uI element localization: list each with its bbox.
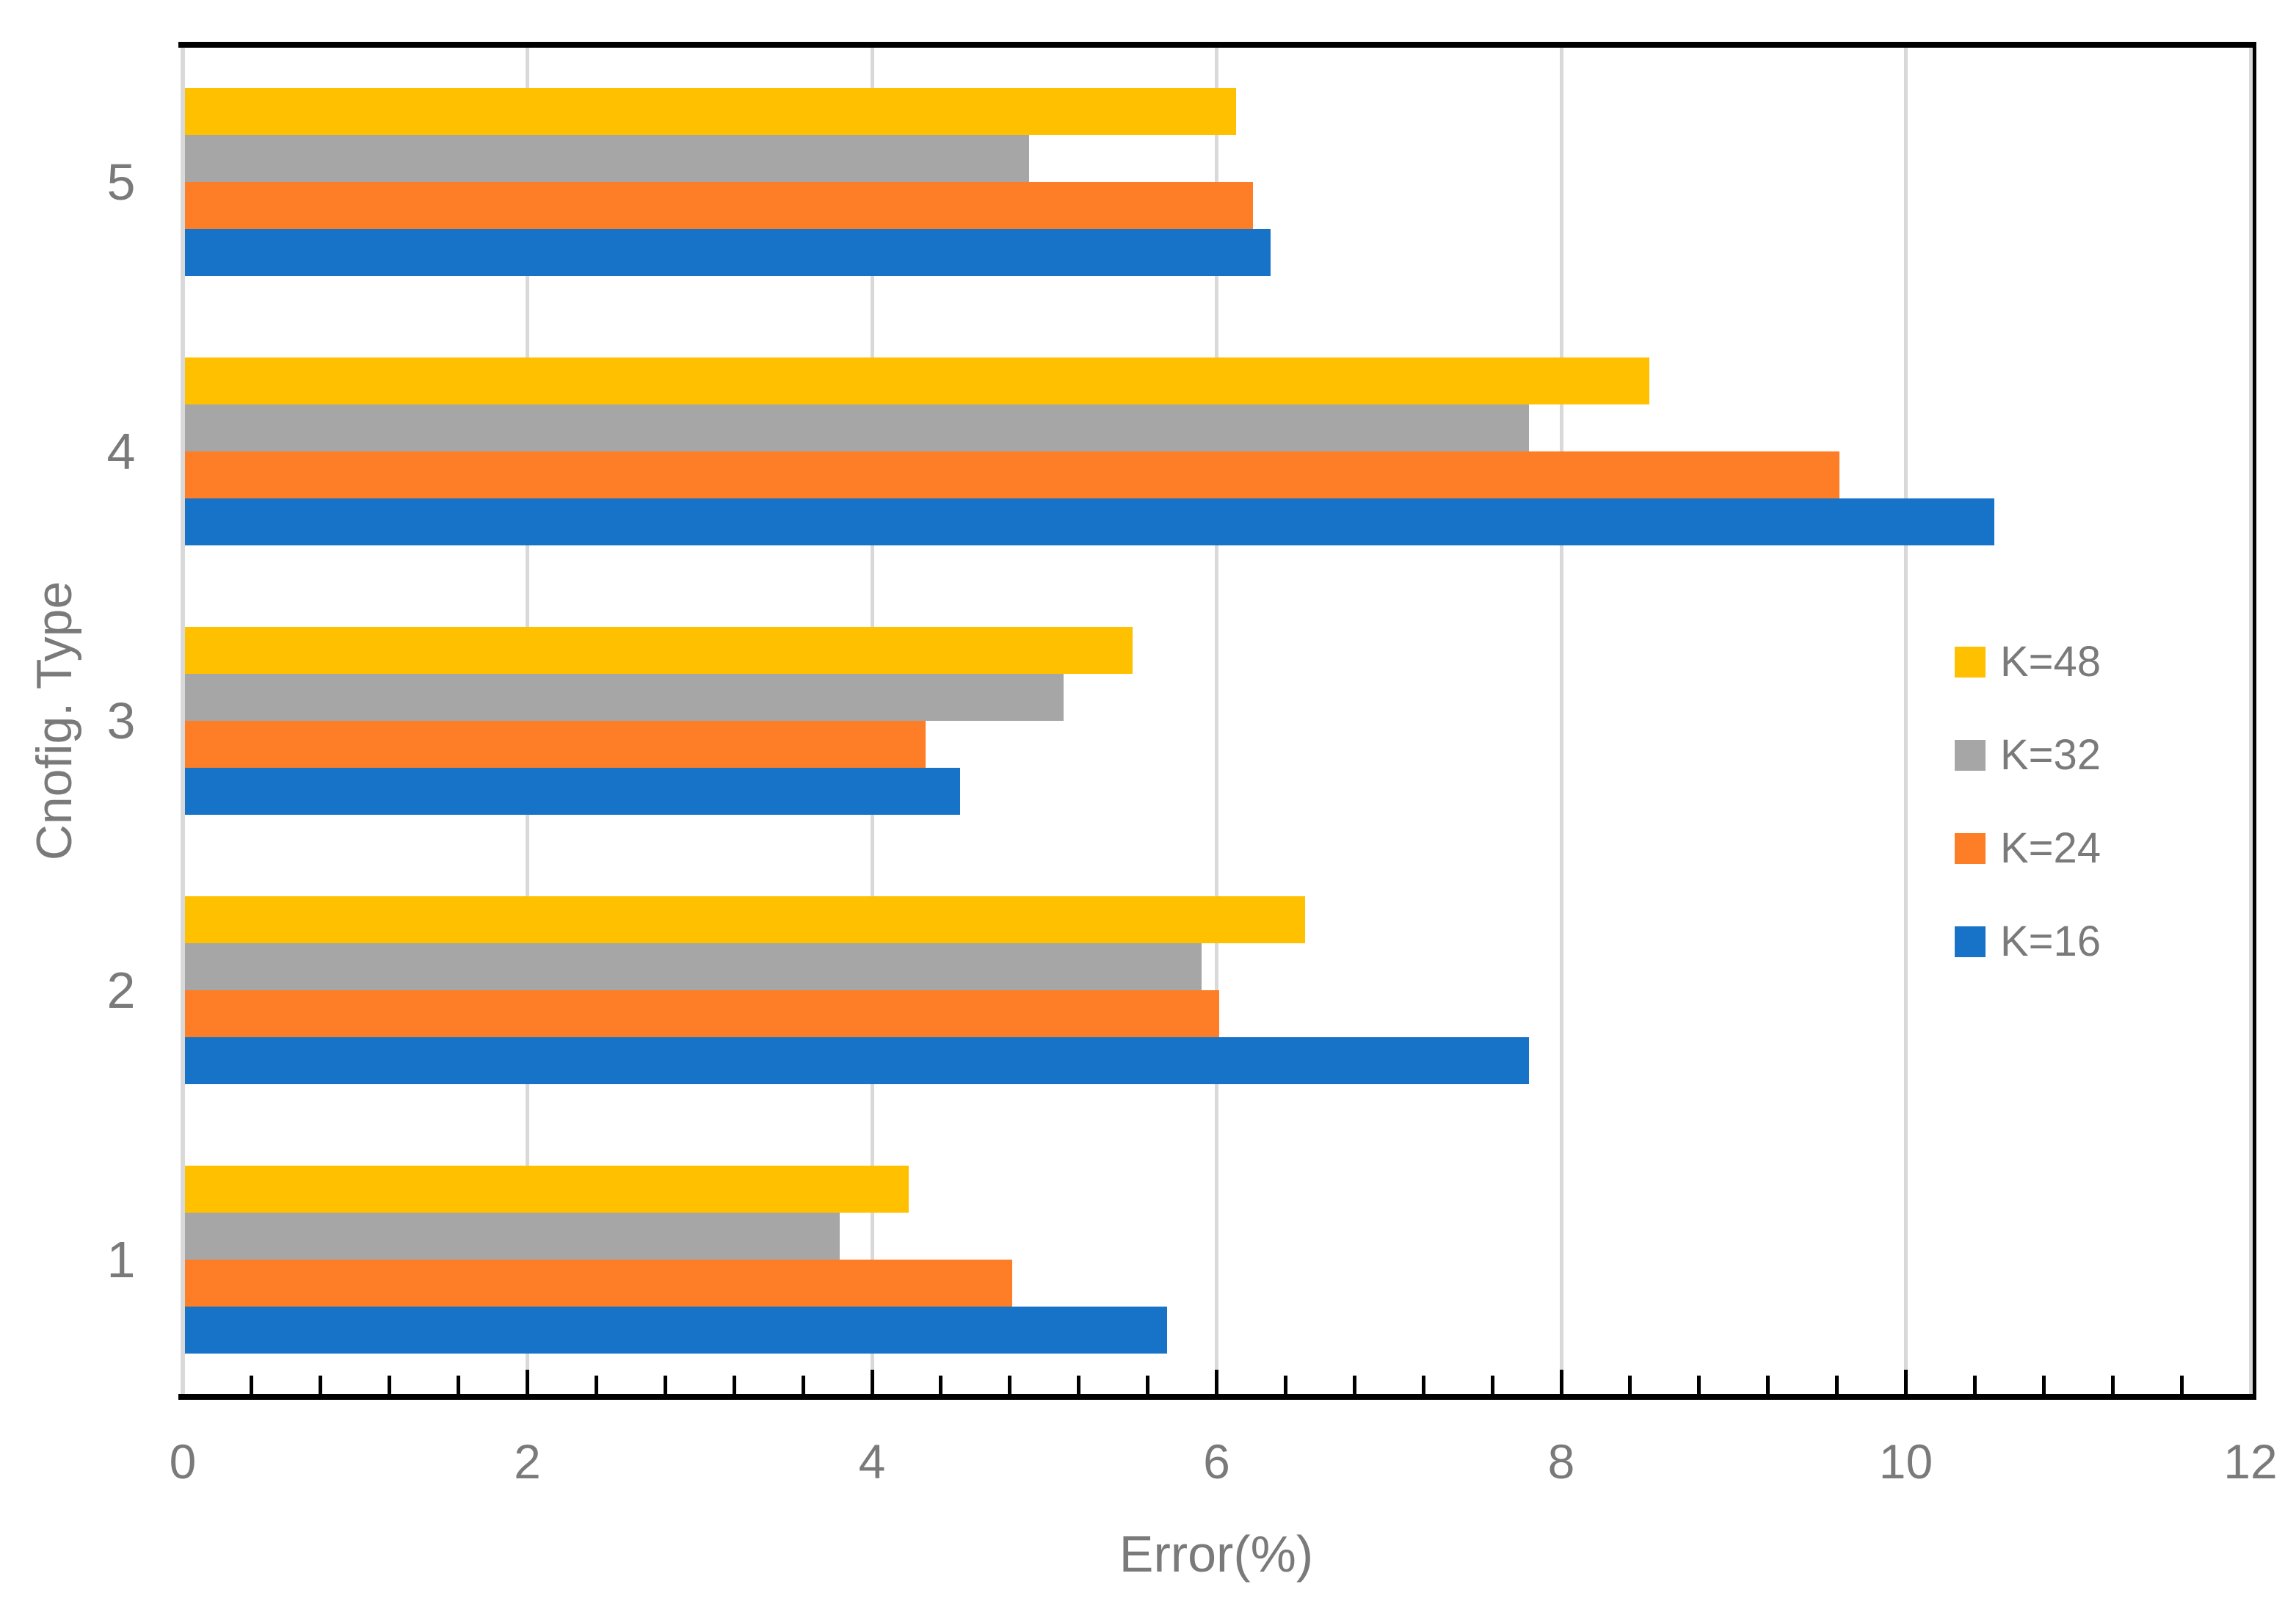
x-minor-tick: [1352, 1376, 1356, 1394]
x-major-tick: [1215, 1370, 1218, 1394]
x-tick-label-4: 4: [858, 1434, 886, 1489]
bar-K=16-config-4: [185, 498, 1994, 546]
bar-K=32-config-3: [185, 674, 1064, 721]
x-major-tick: [1559, 1370, 1563, 1394]
x-minor-tick: [1146, 1376, 1150, 1394]
bar-K=24-config-3: [185, 721, 926, 768]
legend-label: K=16: [2000, 918, 2101, 965]
x-minor-tick: [2110, 1376, 2115, 1394]
x-tick-label-0: 0: [169, 1434, 197, 1489]
gridline: [1904, 48, 1908, 1394]
bar-K=48-config-2: [185, 896, 1305, 943]
x-minor-tick: [1008, 1376, 1012, 1394]
x-tick-label-6: 6: [1203, 1434, 1230, 1489]
legend-swatch-K=16: [1955, 926, 1986, 957]
x-minor-tick: [457, 1376, 461, 1394]
bar-K=48-config-4: [185, 357, 1650, 405]
x-minor-tick: [801, 1376, 805, 1394]
x-minor-tick: [250, 1376, 254, 1394]
x-minor-tick: [939, 1376, 943, 1394]
x-minor-tick: [663, 1376, 667, 1394]
legend-label: K=24: [2000, 824, 2101, 872]
bar-K=32-config-5: [185, 135, 1030, 183]
x-axis-title: Error(%): [1119, 1525, 1314, 1583]
x-minor-tick: [2041, 1376, 2046, 1394]
bar-K=48-config-1: [185, 1165, 909, 1213]
bar-K=24-config-2: [185, 989, 1219, 1037]
y-category-label-4: 4: [106, 423, 136, 481]
x-tick-label-12: 12: [2223, 1434, 2278, 1489]
bar-K=48-config-5: [185, 88, 1236, 136]
x-minor-tick: [2179, 1376, 2184, 1394]
x-major-tick: [870, 1370, 874, 1394]
x-major-tick: [526, 1370, 529, 1394]
x-tick-label-2: 2: [514, 1434, 541, 1489]
bar-K=16-config-3: [185, 768, 961, 815]
plot-frame-top: [178, 42, 2256, 48]
bar-K=32-config-2: [185, 943, 1202, 990]
legend-label: K=32: [2000, 731, 2101, 779]
x-minor-tick: [1766, 1376, 1770, 1394]
y-category-label-3: 3: [106, 692, 136, 749]
x-tick-label-10: 10: [1878, 1434, 1933, 1489]
x-minor-tick: [388, 1376, 392, 1394]
x-axis-line: [178, 1394, 2256, 1400]
bar-K=32-config-4: [185, 404, 1530, 452]
x-minor-tick: [1283, 1376, 1287, 1394]
x-minor-tick: [1835, 1376, 1839, 1394]
gridline: [1215, 48, 1218, 1394]
x-minor-tick: [594, 1376, 598, 1394]
x-minor-tick: [732, 1376, 736, 1394]
bar-K=48-config-3: [185, 627, 1133, 674]
x-minor-tick: [1421, 1376, 1425, 1394]
y-axis-line: [181, 48, 185, 1394]
bar-K=16-config-2: [185, 1036, 1530, 1084]
plot-frame-right: [2250, 42, 2256, 1400]
x-minor-tick: [319, 1376, 323, 1394]
bar-K=16-config-5: [185, 229, 1271, 277]
x-minor-tick: [1077, 1376, 1081, 1394]
gridline: [2248, 48, 2253, 1394]
bar-K=16-config-1: [185, 1306, 1168, 1354]
gridline: [1559, 48, 1563, 1394]
x-tick-label-8: 8: [1547, 1434, 1575, 1489]
y-category-label-5: 5: [106, 153, 136, 211]
x-minor-tick: [1628, 1376, 1632, 1394]
plot-area: [181, 48, 2253, 1394]
x-minor-tick: [1697, 1376, 1701, 1394]
legend-swatch-K=48: [1955, 647, 1986, 678]
bar-K=24-config-4: [185, 451, 1839, 499]
bar-K=32-config-1: [185, 1212, 840, 1260]
y-category-label-1: 1: [106, 1230, 136, 1288]
y-category-label-2: 2: [106, 961, 136, 1019]
y-axis-title: Cnofig. Type: [26, 581, 82, 861]
legend-swatch-K=32: [1955, 740, 1986, 771]
x-minor-tick: [1490, 1376, 1494, 1394]
x-major-tick: [1904, 1370, 1908, 1394]
bar-K=24-config-5: [185, 182, 1254, 230]
legend-swatch-K=24: [1955, 833, 1986, 864]
legend-label: K=48: [2000, 638, 2101, 686]
x-minor-tick: [1972, 1376, 1977, 1394]
bar-K=24-config-1: [185, 1259, 1012, 1307]
